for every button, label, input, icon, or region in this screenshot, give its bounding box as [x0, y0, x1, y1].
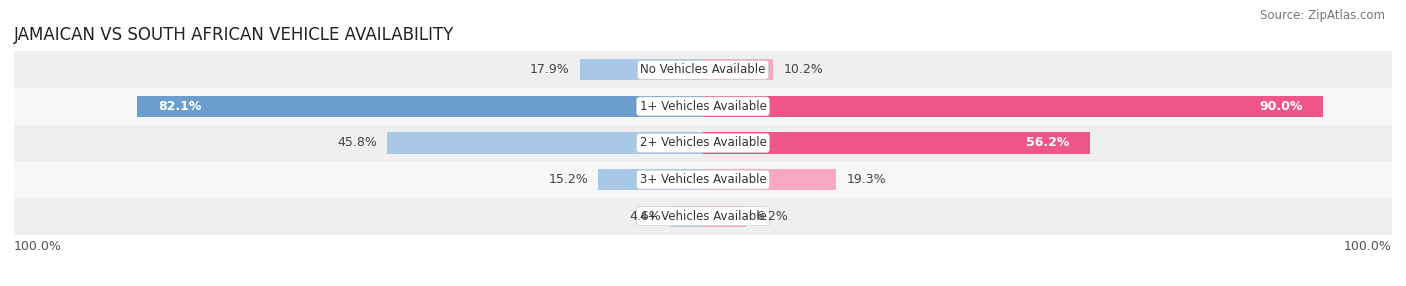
- Text: 4.6%: 4.6%: [630, 210, 661, 223]
- Bar: [703, 169, 837, 190]
- Text: 19.3%: 19.3%: [846, 173, 886, 186]
- Bar: [14, 161, 1392, 198]
- Text: 4+ Vehicles Available: 4+ Vehicles Available: [640, 210, 766, 223]
- Bar: [703, 206, 745, 227]
- Text: Source: ZipAtlas.com: Source: ZipAtlas.com: [1260, 9, 1385, 21]
- Bar: [14, 51, 1392, 88]
- Bar: [14, 88, 1392, 125]
- Bar: [599, 169, 703, 190]
- Text: No Vehicles Available: No Vehicles Available: [640, 63, 766, 76]
- Bar: [579, 59, 703, 80]
- Text: 15.2%: 15.2%: [548, 173, 588, 186]
- Text: 10.2%: 10.2%: [783, 63, 824, 76]
- Text: 1+ Vehicles Available: 1+ Vehicles Available: [640, 100, 766, 113]
- Text: 3+ Vehicles Available: 3+ Vehicles Available: [640, 173, 766, 186]
- Bar: [703, 59, 773, 80]
- Text: 6.2%: 6.2%: [756, 210, 787, 223]
- Text: 56.2%: 56.2%: [1026, 136, 1070, 150]
- Bar: [703, 96, 1323, 117]
- Text: 82.1%: 82.1%: [157, 100, 201, 113]
- Text: 45.8%: 45.8%: [337, 136, 377, 150]
- Bar: [703, 132, 1090, 154]
- Text: 90.0%: 90.0%: [1258, 100, 1302, 113]
- Bar: [14, 198, 1392, 235]
- Text: 17.9%: 17.9%: [530, 63, 569, 76]
- Text: JAMAICAN VS SOUTH AFRICAN VEHICLE AVAILABILITY: JAMAICAN VS SOUTH AFRICAN VEHICLE AVAILA…: [14, 26, 454, 44]
- Bar: [388, 132, 703, 154]
- Text: 100.0%: 100.0%: [1344, 240, 1392, 253]
- Bar: [671, 206, 703, 227]
- Text: 100.0%: 100.0%: [14, 240, 62, 253]
- Text: 2+ Vehicles Available: 2+ Vehicles Available: [640, 136, 766, 150]
- Bar: [138, 96, 703, 117]
- Bar: [14, 125, 1392, 161]
